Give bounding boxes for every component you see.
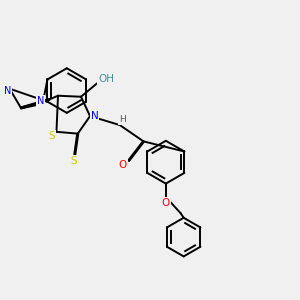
Text: OH: OH [98, 74, 114, 84]
Text: N: N [4, 86, 11, 96]
Text: H: H [119, 115, 125, 124]
Text: O: O [118, 160, 127, 170]
Text: N: N [91, 111, 98, 121]
Text: O: O [162, 198, 170, 208]
Text: S: S [70, 156, 76, 166]
Text: N: N [37, 96, 44, 106]
Text: S: S [49, 131, 55, 141]
